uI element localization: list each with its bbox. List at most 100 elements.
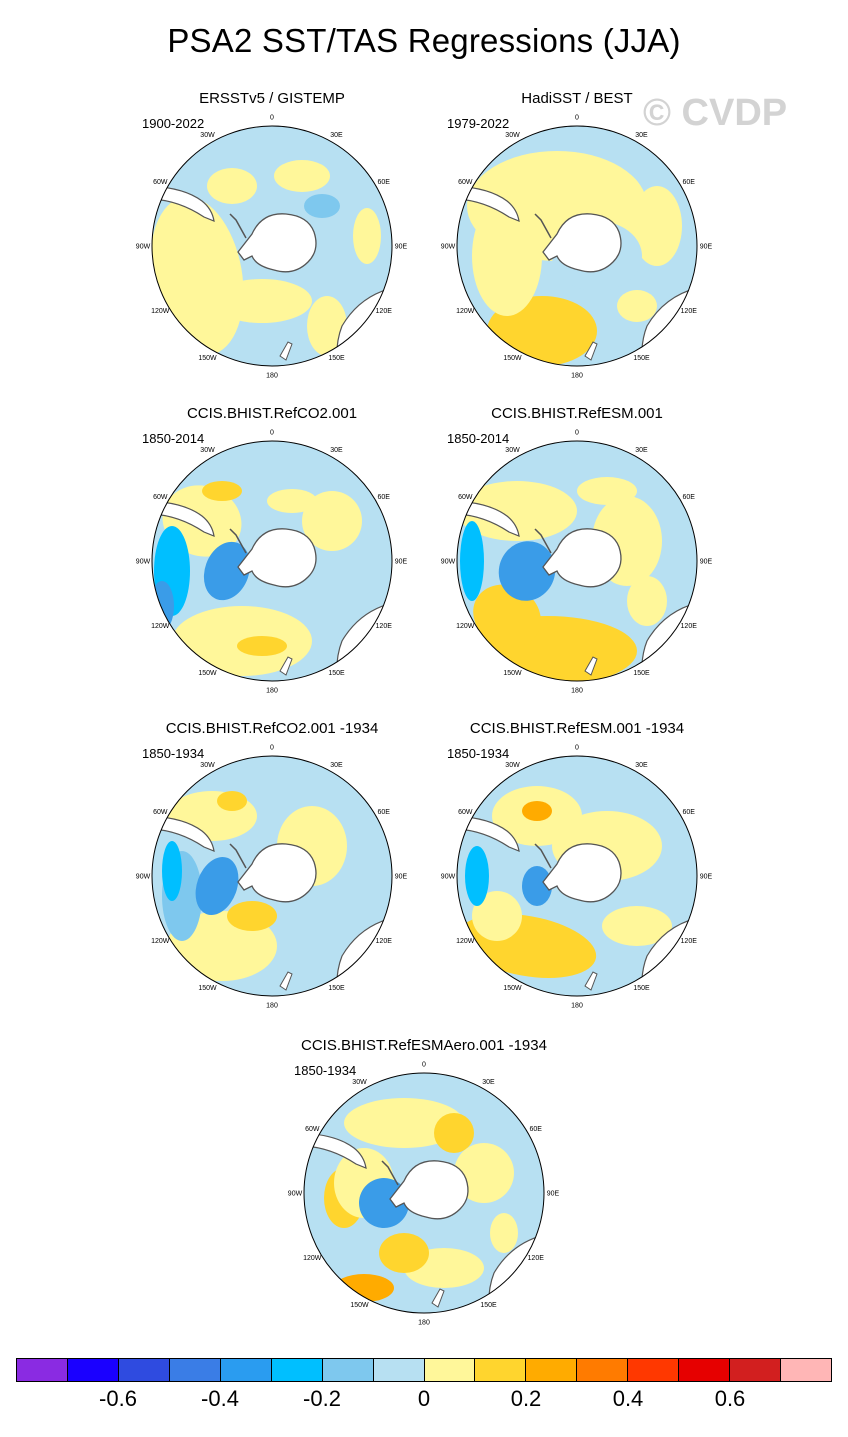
longitude-label: 120W (456, 308, 475, 315)
antarctica-landmass (542, 213, 622, 273)
colorbar-box (475, 1359, 527, 1381)
anomaly-region (460, 521, 484, 601)
colorbar-box (526, 1359, 578, 1381)
longitude-label: 90W (136, 874, 151, 881)
new-zealand-landmass (279, 971, 293, 991)
panel-title: CCIS.BHIST.RefESM.001 (491, 405, 663, 422)
longitude-label: 60E (377, 179, 390, 186)
longitude-label: 60W (153, 179, 168, 186)
longitude-label: 180 (571, 688, 583, 695)
longitude-label: 90E (700, 874, 713, 881)
antarctica-landmass (237, 528, 317, 588)
colorbar-box (169, 1359, 221, 1381)
polar-map: 0 30E 60E 90E 120E 150E 180 150W 120W 90W 60W 30W (441, 745, 713, 1010)
longitude-label: 150E (633, 985, 650, 992)
colorbar-box (373, 1359, 425, 1381)
longitude-label: 0 (270, 745, 274, 752)
new-zealand-landmass (584, 341, 598, 361)
map-boundary (456, 125, 698, 367)
longitude-label: 150E (328, 985, 345, 992)
map-field (457, 756, 697, 996)
longitude-label: 30E (330, 132, 343, 139)
anomaly-region (465, 846, 489, 906)
longitude-label: 180 (266, 1003, 278, 1010)
longitude-label: 120W (456, 938, 475, 945)
longitude-label: 120W (303, 1255, 322, 1262)
anomaly-region (472, 891, 522, 941)
longitude-label: 150E (633, 355, 650, 362)
anomaly-region (627, 576, 667, 626)
longitude-label: 30E (635, 132, 648, 139)
longitude-label: 150E (480, 1302, 497, 1309)
map-field (457, 126, 697, 366)
longitude-label: 180 (571, 373, 583, 380)
longitude-label: 30W (200, 447, 215, 454)
longitude-label: 60W (458, 809, 473, 816)
new-zealand-landmass (584, 971, 598, 991)
colorbar-box (679, 1359, 731, 1381)
colorbar-box (577, 1359, 629, 1381)
watermark: © CVDP (643, 92, 788, 134)
longitude-label: 90E (700, 559, 713, 566)
panel-title: CCIS.BHIST.RefESM.001 -1934 (469, 720, 685, 737)
panel-period: 1850-2014 (142, 431, 205, 446)
map-boundary (151, 755, 393, 997)
longitude-label: 60W (153, 809, 168, 816)
longitude-label: 60W (305, 1126, 320, 1133)
map-boundary (151, 440, 393, 682)
map-boundary (456, 755, 698, 997)
new-zealand-landmass (279, 656, 293, 676)
colorbar-tick-label: 0.4 (612, 1386, 644, 1411)
colorbar-box (67, 1359, 119, 1381)
panel-period: 1850-2014 (447, 431, 510, 446)
map-boundary (303, 1072, 545, 1314)
longitude-label: 30W (352, 1079, 367, 1086)
longitude-label: 90W (288, 1191, 303, 1198)
longitude-label: 150W (503, 355, 522, 362)
colorbar-tick-label: 0.2 (510, 1386, 542, 1411)
anomaly-region (602, 906, 672, 946)
new-zealand-landmass (279, 341, 293, 361)
polar-map: 0 30E 60E 90E 120E 150E 180 150W 120W 90W 60W 30W (136, 430, 408, 695)
antarctica-landmass (542, 528, 622, 588)
map-boundary (456, 440, 698, 682)
antarctic-peninsula (229, 528, 247, 554)
anomaly-region (522, 801, 552, 821)
anomaly-region (202, 481, 242, 501)
africa-landmass (605, 441, 660, 451)
antarctica-landmass (237, 843, 317, 903)
longitude-label: 30W (505, 132, 520, 139)
anomaly-region (344, 1098, 464, 1148)
longitude-label: 60W (153, 494, 168, 501)
longitude-label: 30W (200, 132, 215, 139)
africa-landmass (300, 126, 355, 136)
panel-title: ERSSTv5 / GISTEMP (199, 90, 345, 107)
longitude-label: 150E (328, 670, 345, 677)
colorbar-tick-label: -0.2 (303, 1386, 341, 1411)
longitude-label: 90E (395, 874, 408, 881)
panel-period: 1850-1934 (294, 1063, 357, 1078)
panel-period: 1900-2022 (142, 116, 205, 131)
anomaly-region (267, 489, 317, 513)
map-field (152, 756, 392, 996)
longitude-label: 0 (270, 430, 274, 437)
longitude-label: 120E (681, 623, 698, 630)
colorbar-box (730, 1359, 782, 1381)
longitude-label: 120W (151, 308, 170, 315)
panel-title: CCIS.BHIST.RefESMAero.001 -1934 (301, 1037, 547, 1054)
longitude-label: 120E (376, 938, 393, 945)
anomaly-region (195, 856, 239, 916)
anomaly-region (632, 186, 682, 266)
longitude-label: 90W (441, 559, 456, 566)
longitude-label: 120W (151, 938, 170, 945)
longitude-label: 90E (547, 1191, 560, 1198)
panel-period: 1979-2022 (447, 116, 510, 131)
antarctic-peninsula (534, 843, 552, 869)
longitude-label: 150W (350, 1302, 369, 1309)
longitude-label: 90W (136, 559, 151, 566)
africa-landmass (300, 441, 355, 451)
longitude-label: 30E (482, 1079, 495, 1086)
longitude-label: 120E (681, 308, 698, 315)
anomaly-region (203, 541, 251, 601)
longitude-label: 90E (395, 559, 408, 566)
